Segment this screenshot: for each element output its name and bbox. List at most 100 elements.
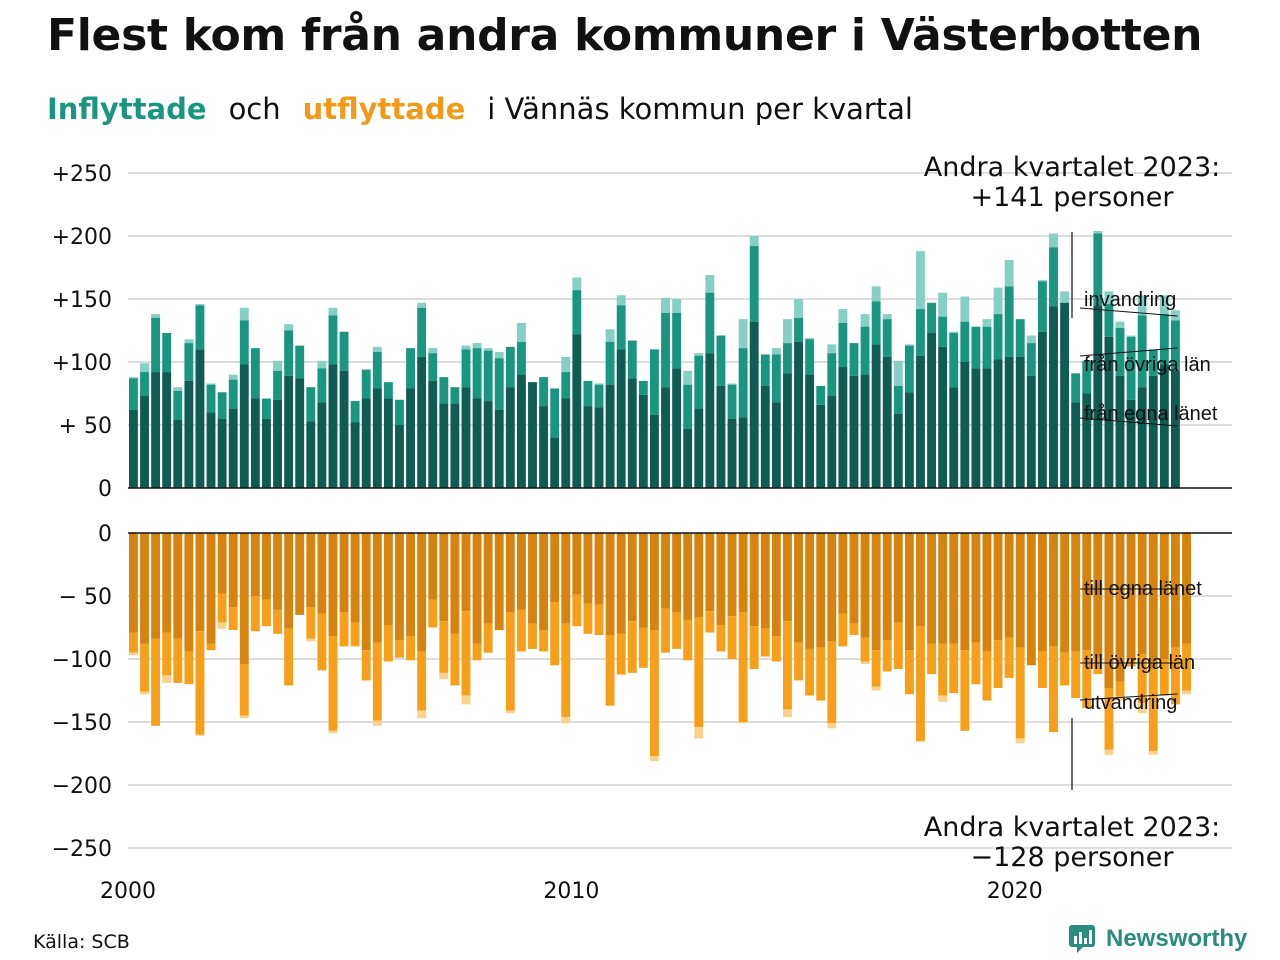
outflow-other-counties-bar bbox=[528, 623, 537, 649]
inflow-other-counties-bar bbox=[1148, 349, 1158, 376]
migration-bar-chart: 0 + 50 +100 +150 +200 +250 0 − 50 −100 −150 −200 −2… bbox=[52, 152, 1232, 900]
outflow-own-county-bar bbox=[339, 533, 349, 613]
outflow-other-counties-bar bbox=[317, 613, 327, 671]
inflow-immigration-bar bbox=[184, 339, 194, 344]
inflow-other-counties-bar bbox=[428, 353, 438, 381]
outflow-other-counties-bar bbox=[882, 640, 892, 672]
inflow-other-counties-bar bbox=[616, 305, 626, 350]
outflow-own-county-bar bbox=[173, 533, 183, 639]
outflow-own-county-bar bbox=[1004, 533, 1014, 638]
inflow-immigration-bar bbox=[916, 251, 925, 310]
inflow-immigration-bar bbox=[273, 360, 282, 371]
inflow-immigration-bar bbox=[805, 338, 815, 340]
outflow-other-counties-bar bbox=[816, 647, 826, 701]
outflow-other-counties-bar bbox=[217, 593, 227, 623]
outflow-own-county-bar bbox=[572, 533, 582, 595]
outflow-own-county-bar bbox=[1159, 533, 1169, 659]
inflow-immigration-bar bbox=[1004, 259, 1014, 287]
inflow-own-county-bar bbox=[317, 402, 327, 488]
inflow-own-county-bar bbox=[783, 373, 792, 488]
outflow-emigration-bar bbox=[372, 720, 382, 726]
inflow-immigration-bar bbox=[195, 304, 205, 306]
outflow-other-counties-bar bbox=[838, 613, 848, 647]
inflow-immigration-bar bbox=[827, 344, 837, 354]
outflow-own-county-bar bbox=[583, 533, 593, 604]
outflow-own-county-bar bbox=[505, 533, 515, 613]
inflow-other-counties-bar bbox=[927, 302, 936, 334]
inflow-immigration-bar bbox=[749, 236, 759, 247]
outflow-own-county-bar bbox=[372, 533, 382, 643]
outflow-other-counties-bar bbox=[1037, 651, 1047, 688]
inflow-own-county-bar bbox=[262, 418, 271, 488]
inflow-own-county-bar bbox=[982, 368, 992, 488]
inflow-other-counties-bar bbox=[982, 326, 992, 369]
inflow-own-county-bar bbox=[1082, 393, 1092, 488]
outflow-own-county-bar bbox=[417, 533, 427, 652]
inflow-other-counties-bar bbox=[217, 392, 227, 419]
outflow-other-counties-bar bbox=[383, 624, 393, 662]
outflow-emigration-bar bbox=[860, 661, 870, 665]
outflow-emigration-bar bbox=[328, 730, 338, 734]
outflow-other-counties-bar bbox=[849, 623, 859, 636]
inflow-immigration-bar bbox=[960, 296, 970, 322]
outflow-emigration-bar bbox=[461, 695, 471, 705]
inflow-other-counties-bar bbox=[173, 390, 183, 420]
top-y-tick-label: 0 bbox=[98, 477, 112, 502]
outflow-other-counties-bar bbox=[450, 633, 460, 686]
outflow-other-counties-bar bbox=[539, 630, 549, 652]
outflow-own-county-bar bbox=[1060, 533, 1070, 653]
top-y-tick-label: +200 bbox=[52, 225, 112, 250]
outflow-other-counties-bar bbox=[262, 599, 271, 627]
outflow-emigration-bar bbox=[783, 709, 792, 717]
inflow-own-county-bar bbox=[1148, 375, 1158, 488]
inflow-other-counties-bar bbox=[705, 292, 715, 354]
inflow-own-county-bar bbox=[716, 385, 726, 488]
outflow-emigration-bar bbox=[871, 686, 881, 691]
inflow-own-county-bar bbox=[794, 341, 803, 488]
inflow-other-counties-bar bbox=[472, 348, 482, 399]
outflow-other-counties-bar bbox=[129, 632, 138, 653]
inflow-other-counties-bar bbox=[627, 340, 637, 379]
outflow-other-counties-bar bbox=[417, 651, 427, 711]
outflow-other-counties-bar bbox=[583, 603, 593, 634]
outflow-other-counties-bar bbox=[938, 643, 948, 696]
inflow-own-county-bar bbox=[827, 396, 837, 488]
outflow-other-counties-bar bbox=[516, 609, 526, 652]
inflow-own-county-bar bbox=[250, 398, 260, 488]
outflow-other-counties-bar bbox=[184, 651, 194, 685]
inflow-other-counties-bar bbox=[140, 372, 149, 397]
x-tick-label: 2000 bbox=[100, 879, 156, 900]
inflow-other-counties-bar bbox=[882, 319, 892, 357]
inflow-other-counties-bar bbox=[361, 369, 371, 399]
inflow-own-county-bar bbox=[516, 374, 526, 488]
inflow-other-counties-bar bbox=[583, 380, 593, 407]
top-series-label: från egna länet bbox=[1084, 403, 1218, 425]
inflow-immigration-bar bbox=[783, 319, 792, 344]
inflow-own-county-bar bbox=[350, 422, 360, 488]
inflow-own-county-bar bbox=[1137, 387, 1147, 488]
inflow-own-county-bar bbox=[195, 349, 205, 488]
outflow-own-county-bar bbox=[1049, 533, 1058, 647]
bottom-y-tick-label: −150 bbox=[52, 711, 112, 736]
inflow-other-counties-bar bbox=[1026, 343, 1036, 376]
outflow-other-counties-bar bbox=[1060, 652, 1070, 686]
outflow-own-county-bar bbox=[217, 533, 227, 594]
inflow-other-counties-bar bbox=[1071, 373, 1081, 403]
inflow-other-counties-bar bbox=[727, 384, 737, 419]
inflow-own-county-bar bbox=[816, 404, 826, 488]
outflow-own-county-bar bbox=[749, 533, 759, 627]
outflow-other-counties-bar bbox=[1015, 647, 1025, 739]
inflow-own-county-bar bbox=[1004, 356, 1014, 488]
outflow-own-county-bar bbox=[306, 533, 316, 608]
inflow-other-counties-bar bbox=[195, 305, 205, 350]
inflow-own-county-bar bbox=[904, 392, 914, 488]
outflow-emigration-bar bbox=[561, 716, 571, 724]
inflow-own-county-bar bbox=[1126, 399, 1136, 488]
outflow-emigration-bar bbox=[217, 622, 227, 629]
outflow-own-county-bar bbox=[672, 533, 682, 613]
outflow-other-counties-bar bbox=[638, 627, 648, 668]
outflow-other-counties-bar bbox=[273, 609, 282, 634]
outflow-own-county-bar bbox=[871, 533, 881, 651]
inflow-own-county-bar bbox=[738, 417, 748, 488]
inflow-own-county-bar bbox=[383, 398, 393, 488]
